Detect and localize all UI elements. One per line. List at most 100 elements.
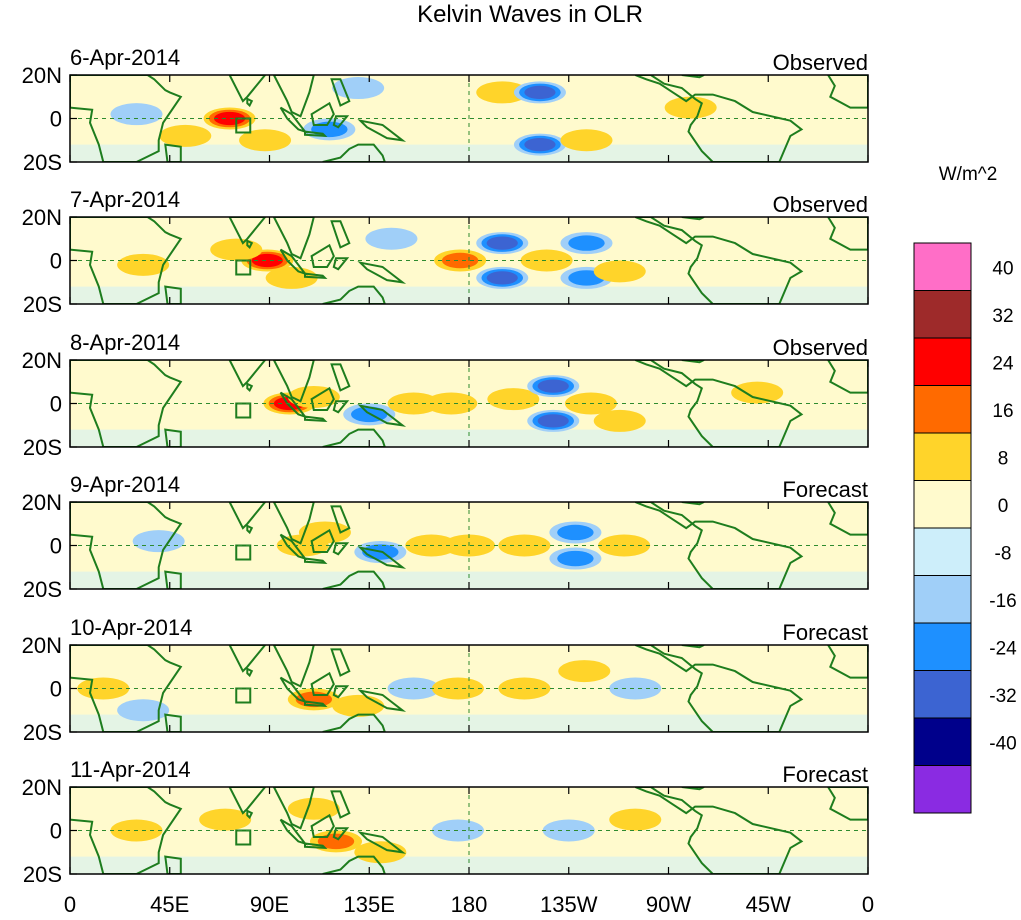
land-outline bbox=[322, 855, 386, 874]
colorbar-swatch bbox=[913, 290, 972, 339]
land-outline bbox=[826, 360, 868, 394]
colorbar-level-label: 32 bbox=[992, 306, 1013, 327]
land-outline bbox=[246, 239, 254, 250]
lat-tick-label: 20N bbox=[22, 348, 62, 373]
olr-anomaly bbox=[210, 238, 263, 261]
olr-anomaly bbox=[354, 841, 407, 864]
land-outline bbox=[330, 648, 351, 677]
reference-box bbox=[235, 117, 252, 134]
olr-anomaly bbox=[568, 235, 605, 251]
land-outline bbox=[246, 97, 254, 108]
lat-tick-label: 20N bbox=[22, 205, 62, 230]
olr-anomaly bbox=[486, 271, 518, 285]
olr-anomaly bbox=[159, 124, 212, 147]
olr-anomaly bbox=[199, 808, 252, 831]
lat-tick-label: 20S bbox=[23, 292, 62, 317]
olr-anomaly bbox=[476, 81, 529, 104]
colorbar-swatch bbox=[913, 385, 972, 434]
lat-tick-label: 0 bbox=[50, 677, 62, 702]
panel: 20N 0 20S 7-Apr-2014 Observed bbox=[22, 187, 869, 317]
land-outline bbox=[228, 787, 267, 815]
land-outline bbox=[228, 75, 267, 103]
land-outline bbox=[332, 685, 350, 699]
olr-anomaly bbox=[117, 253, 170, 276]
olr-anomaly bbox=[387, 392, 440, 415]
colorbar-level-label: -8 bbox=[995, 544, 1012, 565]
land-outline bbox=[70, 502, 183, 589]
reference-box bbox=[235, 829, 252, 846]
land-outline bbox=[246, 667, 254, 678]
land-outline bbox=[310, 528, 335, 553]
land-outline bbox=[634, 787, 804, 874]
land-outline bbox=[310, 243, 335, 268]
land-outline bbox=[246, 382, 254, 393]
panel-status: Forecast bbox=[782, 762, 868, 787]
land-outline bbox=[322, 285, 386, 304]
olr-anomaly bbox=[520, 249, 573, 272]
land-outline bbox=[246, 809, 254, 820]
reference-box bbox=[235, 687, 252, 704]
land-outline bbox=[357, 689, 407, 712]
colorbar-swatch bbox=[913, 622, 972, 671]
lat-tick-label: 20S bbox=[23, 435, 62, 460]
panel: 20N 0 20S 8-Apr-2014 Observed bbox=[22, 330, 869, 460]
colorbar-level-label: -32 bbox=[989, 686, 1016, 707]
land-outline bbox=[279, 391, 308, 419]
panel: 20N 0 20S 11-Apr-2014 Forecast bbox=[22, 757, 869, 887]
olr-anomaly bbox=[558, 660, 611, 683]
chart-title: Kelvin Waves in OLR bbox=[417, 1, 643, 28]
land-outline bbox=[634, 502, 804, 589]
panel-status: Forecast bbox=[782, 477, 868, 502]
panel-date: 7-Apr-2014 bbox=[70, 187, 180, 212]
land-outline bbox=[70, 787, 183, 874]
land-outline bbox=[246, 524, 254, 535]
olr-anomaly bbox=[214, 111, 246, 126]
olr-anomaly bbox=[486, 236, 518, 250]
land-outline bbox=[272, 217, 315, 260]
colorbar-units: W/m^2 bbox=[939, 164, 998, 185]
land-outline bbox=[357, 119, 407, 142]
land-outline bbox=[681, 645, 705, 649]
colorbar-swatch bbox=[913, 670, 972, 719]
land-outline bbox=[634, 645, 804, 732]
olr-anomaly bbox=[251, 253, 283, 268]
olr-anomaly bbox=[609, 808, 662, 831]
land-outline bbox=[279, 248, 308, 276]
land-outline bbox=[681, 360, 705, 364]
olr-anomaly bbox=[287, 797, 340, 820]
olr-anomaly bbox=[425, 392, 478, 415]
panel-date: 8-Apr-2014 bbox=[70, 330, 180, 355]
land-outline bbox=[681, 787, 705, 791]
olr-anomaly bbox=[557, 550, 594, 567]
land-outline bbox=[310, 671, 335, 696]
olr-anomaly bbox=[132, 530, 185, 553]
panel-status: Observed bbox=[773, 192, 868, 217]
land-outline bbox=[164, 143, 182, 162]
land-outline bbox=[228, 217, 267, 245]
land-outline bbox=[357, 261, 407, 284]
land-outline bbox=[272, 502, 315, 545]
land-outline bbox=[826, 645, 868, 679]
colorbar-level-label: 16 bbox=[992, 401, 1013, 422]
land-outline bbox=[228, 502, 267, 530]
land-outline bbox=[681, 75, 705, 79]
land-outline bbox=[279, 533, 308, 561]
colorbar-swatch bbox=[913, 337, 972, 386]
panels: 20N 0 20S 6-Apr-2014 Observed 20N 0 20S 7-Apr-20… bbox=[22, 45, 869, 887]
colorbar-swatch bbox=[913, 432, 972, 481]
lat-tick-label: 20S bbox=[23, 577, 62, 602]
panel: 20N 0 20S 6-Apr-2014 Observed bbox=[22, 45, 869, 175]
lat-tick-label: 0 bbox=[50, 392, 62, 417]
land-outline bbox=[310, 101, 335, 126]
land-outline bbox=[330, 220, 351, 249]
colorbar-level-label: 0 bbox=[998, 496, 1009, 517]
land-outline bbox=[826, 787, 868, 821]
olr-anomaly bbox=[524, 85, 556, 99]
lon-tick-label: 135W bbox=[540, 892, 598, 917]
land-outline bbox=[164, 713, 182, 732]
land-outline bbox=[357, 831, 407, 854]
land-outline bbox=[332, 542, 350, 556]
olr-anomaly bbox=[609, 677, 662, 700]
panel-date: 10-Apr-2014 bbox=[70, 615, 192, 640]
land-outline bbox=[330, 505, 351, 534]
